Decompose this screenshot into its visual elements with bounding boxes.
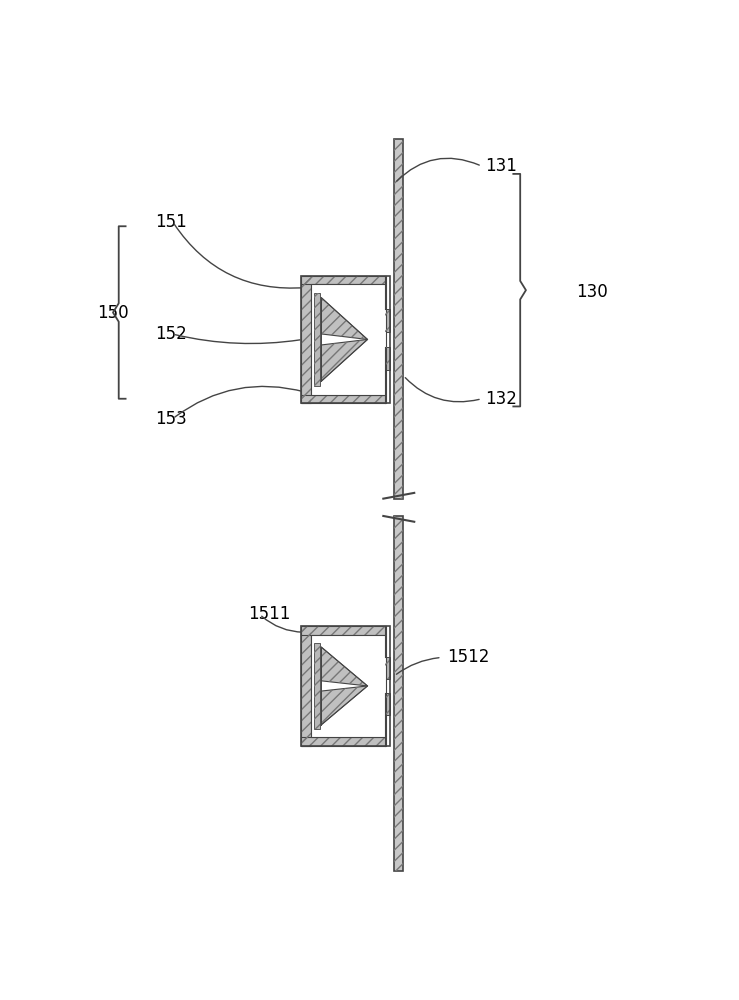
Text: 153: 153	[155, 410, 187, 428]
Bar	[301, 626, 389, 746]
Bar	[394, 139, 403, 499]
Text: 1511: 1511	[248, 605, 290, 623]
Bar	[384, 309, 389, 332]
Polygon shape	[321, 339, 367, 381]
Text: 151: 151	[155, 213, 187, 231]
Bar	[301, 737, 386, 746]
Bar	[301, 395, 386, 403]
Bar	[301, 276, 386, 284]
Text: 152: 152	[155, 325, 187, 343]
Bar	[301, 626, 386, 635]
Bar	[314, 643, 319, 729]
Bar	[301, 626, 310, 746]
Text: 130: 130	[576, 283, 608, 301]
Bar	[384, 347, 389, 370]
Bar	[301, 276, 386, 284]
Bar	[384, 347, 389, 370]
Bar	[301, 276, 310, 403]
Text: 150: 150	[97, 304, 129, 322]
Bar	[301, 276, 310, 403]
Polygon shape	[321, 298, 367, 339]
Bar	[301, 276, 389, 403]
Bar	[301, 626, 389, 746]
Bar	[301, 626, 386, 635]
Bar	[301, 737, 386, 746]
Bar	[394, 516, 403, 871]
Text: 131: 131	[485, 157, 517, 175]
Bar	[384, 309, 389, 332]
Bar	[314, 643, 319, 729]
Bar	[310, 635, 386, 737]
Bar	[384, 693, 389, 715]
Bar	[394, 139, 403, 499]
Text: 132: 132	[485, 390, 517, 408]
Bar	[384, 693, 389, 715]
Text: 1512: 1512	[448, 648, 490, 666]
Bar	[384, 657, 389, 679]
Bar	[314, 293, 319, 386]
Bar	[314, 293, 319, 386]
Bar	[394, 516, 403, 871]
Polygon shape	[321, 647, 367, 686]
Bar	[310, 284, 386, 395]
Polygon shape	[321, 686, 367, 725]
Bar	[301, 276, 389, 403]
Bar	[301, 626, 310, 746]
Bar	[384, 657, 389, 679]
Bar	[301, 395, 386, 403]
